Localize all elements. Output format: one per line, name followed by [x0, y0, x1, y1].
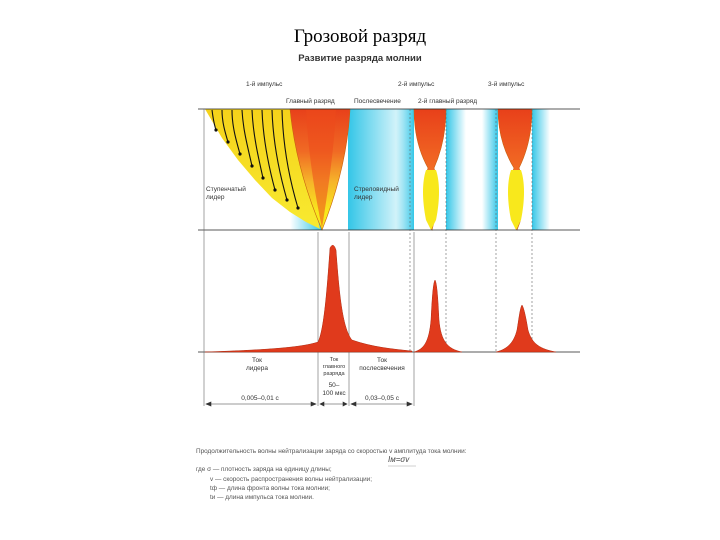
leader-tip	[226, 140, 230, 144]
stepped-leader-shape	[205, 109, 320, 229]
label-impulse-2: 2-й импульс	[398, 81, 435, 88]
arrow-head	[406, 401, 413, 407]
leader-branch	[281, 109, 299, 209]
note-line: v — скорость распространения волны нейтр…	[210, 475, 373, 483]
second-current-pulse	[413, 279, 463, 353]
label-main-current: Ток главного разряда	[318, 357, 350, 378]
leader-tip	[285, 198, 289, 202]
label-line: лидера	[245, 365, 269, 372]
leader-branch	[251, 109, 264, 179]
note-line: где σ — плотность заряда на единицу длин…	[196, 466, 332, 474]
label-dart-leader: Стреловидный лидер	[354, 186, 399, 202]
cyan-glow-second-right	[446, 109, 466, 230]
leader-branch	[221, 109, 229, 143]
diagram-subtitle: Развитие разряда молнии	[298, 53, 422, 64]
label-impulse-1: 1-й импульс	[246, 81, 283, 88]
label-main-current-duration: 50– 100 мкс	[318, 382, 350, 398]
label-line: главного	[322, 364, 346, 370]
label-leader-current: Ток лидера	[232, 357, 282, 373]
label-line: лидер	[206, 194, 225, 201]
third-impulse-flame	[497, 108, 533, 231]
label-line: разряда	[323, 371, 345, 377]
main-current-pulse	[204, 245, 413, 353]
label-leader-duration: 0,005–0,01 с	[241, 395, 279, 402]
current-formula: Iм=σv	[388, 455, 410, 464]
leader-tip	[238, 152, 242, 156]
leader-tip	[261, 176, 265, 180]
label-impulse-3: 3-й импульс	[488, 81, 525, 88]
label-stepped-leader: Ступенчатый лидер	[206, 186, 246, 202]
leader-tip	[214, 128, 218, 132]
arrow-head	[205, 401, 212, 407]
third-impulse-yellow	[508, 170, 524, 230]
label-line: лидер	[354, 194, 373, 201]
arrow-head	[319, 401, 325, 407]
label-line: Ток	[329, 357, 339, 363]
note-line: tи — длина импульса тока молнии.	[210, 494, 314, 502]
slide-title: Грозовой разряд	[293, 26, 427, 47]
label-line: 50–	[328, 382, 340, 389]
label-main-discharge: Главный разряд	[286, 98, 335, 105]
cyan-glow-third-right	[532, 109, 550, 230]
label-line: послесвечения	[359, 365, 405, 372]
label-main-discharge-2: 2-й главный разряд	[418, 98, 477, 105]
label-line: 100 мкс	[322, 390, 346, 397]
label-line: Стреловидный	[354, 186, 399, 193]
note-line: tф — длина фронта волны тока молнии;	[210, 484, 330, 492]
third-current-pulse	[495, 304, 557, 353]
cyan-glow-third-left	[482, 109, 498, 230]
leader-tip	[296, 206, 300, 210]
leader-tip	[273, 188, 277, 192]
second-impulse-yellow	[423, 170, 439, 230]
leader-branch	[231, 109, 241, 155]
label-line: Ток	[377, 357, 387, 364]
arrow-head	[350, 401, 357, 407]
cyan-glow-second-left	[396, 109, 414, 230]
leader-branch	[241, 109, 253, 167]
label-afterglow-duration: 0,03–0,05 с	[365, 395, 399, 402]
main-discharge-inner	[306, 109, 336, 228]
label-afterglow-current: Ток послесвечения	[352, 357, 412, 373]
label-line: Ступенчатый	[206, 186, 246, 193]
stepped-leader-yellow-wedge	[205, 109, 320, 229]
leader-branch	[271, 109, 288, 201]
notes-block: Продолжительность волны нейтрализации за…	[196, 447, 466, 502]
label-afterglow: Послесвечение	[354, 98, 401, 105]
note-line: Продолжительность волны нейтрализации за…	[196, 448, 467, 455]
leader-tip	[250, 164, 254, 168]
arrow-head	[310, 401, 317, 407]
current-graph	[204, 245, 557, 353]
leader-branch	[261, 109, 276, 191]
arrow-head	[342, 401, 348, 407]
label-line: Ток	[252, 357, 262, 364]
